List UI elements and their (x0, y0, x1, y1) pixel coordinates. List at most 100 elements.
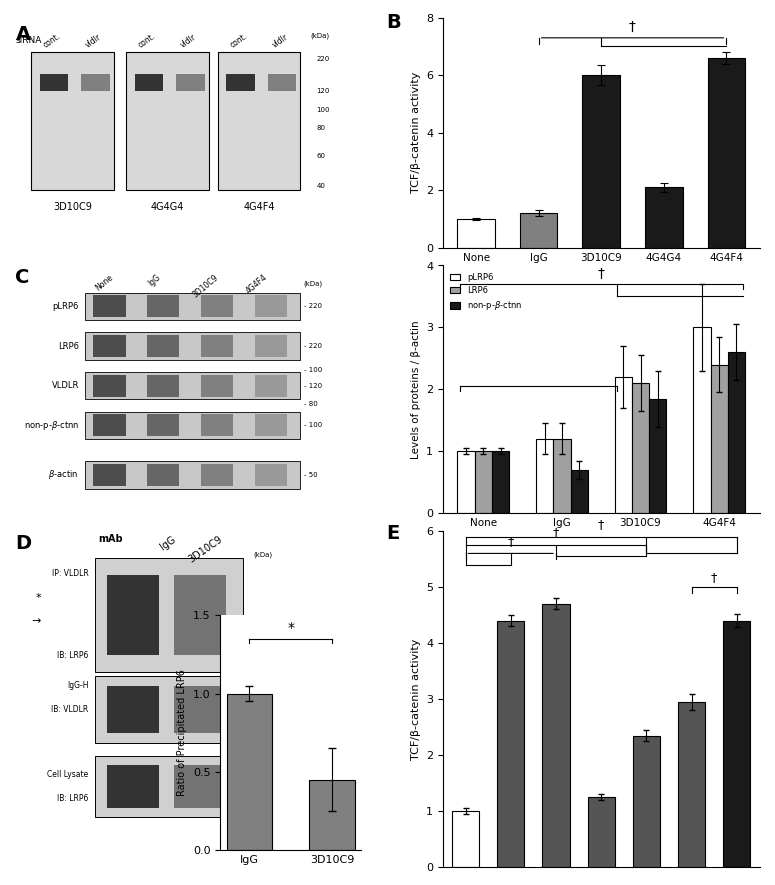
FancyBboxPatch shape (106, 766, 159, 808)
Text: $\beta$-actin: $\beta$-actin (49, 468, 79, 481)
Bar (474, 451, 492, 513)
Bar (728, 352, 745, 513)
Text: - 50: - 50 (304, 472, 317, 478)
FancyBboxPatch shape (81, 74, 109, 91)
Text: B: B (386, 13, 401, 32)
Text: E: E (386, 524, 399, 543)
FancyBboxPatch shape (95, 757, 243, 817)
FancyBboxPatch shape (201, 335, 233, 357)
FancyBboxPatch shape (85, 293, 301, 320)
Bar (498, 620, 525, 867)
FancyBboxPatch shape (93, 296, 126, 318)
Bar (615, 377, 632, 513)
Bar (723, 620, 750, 867)
FancyBboxPatch shape (255, 414, 287, 436)
Text: →: → (32, 616, 41, 626)
Bar (587, 797, 615, 867)
FancyBboxPatch shape (255, 464, 287, 486)
Text: 4G4G4: 4G4G4 (151, 202, 184, 212)
Text: - 120: - 120 (246, 664, 265, 670)
FancyBboxPatch shape (85, 461, 301, 489)
FancyBboxPatch shape (176, 74, 205, 91)
Bar (678, 702, 705, 867)
Text: - 100: - 100 (246, 733, 265, 739)
Text: - 100: - 100 (304, 422, 322, 428)
FancyBboxPatch shape (95, 558, 243, 673)
Text: (kDa): (kDa) (304, 281, 322, 287)
Text: IgG: IgG (158, 535, 177, 552)
FancyBboxPatch shape (93, 374, 126, 396)
Text: Cell Lysate: Cell Lysate (47, 770, 88, 779)
Y-axis label: Ratio of Precipitated LRP6: Ratio of Precipitated LRP6 (177, 669, 188, 797)
Text: - 100: - 100 (304, 366, 322, 373)
FancyBboxPatch shape (255, 374, 287, 396)
Bar (553, 439, 570, 513)
Text: siRNA: siRNA (16, 36, 42, 45)
Bar (708, 58, 745, 248)
Bar (542, 604, 570, 867)
FancyBboxPatch shape (147, 464, 179, 486)
FancyBboxPatch shape (93, 414, 126, 436)
Bar (226, 694, 272, 850)
Text: 4G4F4: 4G4F4 (243, 273, 268, 296)
Bar (536, 439, 553, 513)
Text: D: D (16, 535, 32, 553)
Bar (711, 365, 728, 513)
FancyBboxPatch shape (201, 374, 233, 396)
FancyBboxPatch shape (255, 296, 287, 318)
FancyBboxPatch shape (218, 52, 301, 190)
Text: vldlr: vldlr (178, 33, 198, 50)
Y-axis label: TCF/β-catenin activity: TCF/β-catenin activity (411, 638, 421, 760)
Text: †: † (553, 527, 559, 540)
FancyBboxPatch shape (174, 575, 226, 655)
Text: - 220: - 220 (304, 304, 322, 310)
Text: cont.: cont. (136, 32, 157, 50)
Legend: pLRP6, LRP6, non-p-$\beta$-ctnn: pLRP6, LRP6, non-p-$\beta$-ctnn (447, 270, 525, 316)
FancyBboxPatch shape (255, 335, 287, 357)
Text: 80: 80 (316, 125, 326, 131)
Bar (633, 735, 660, 867)
Text: cont.: cont. (42, 32, 62, 50)
Text: 3D10C9: 3D10C9 (191, 273, 220, 299)
Text: IB: VLDLR: IB: VLDLR (51, 704, 88, 713)
Text: *: * (35, 593, 41, 603)
FancyBboxPatch shape (135, 74, 164, 91)
Bar (492, 451, 509, 513)
Text: 3D10C9: 3D10C9 (53, 202, 92, 212)
Text: vldlr: vldlr (270, 33, 289, 50)
FancyBboxPatch shape (267, 74, 296, 91)
Bar (452, 812, 479, 867)
Bar (645, 188, 683, 248)
Text: cont.: cont. (229, 32, 249, 50)
FancyBboxPatch shape (201, 464, 233, 486)
Bar (632, 383, 649, 513)
Text: IB: LRP6: IB: LRP6 (57, 794, 88, 804)
FancyBboxPatch shape (174, 766, 226, 808)
Text: non-p-$\beta$-ctnn: non-p-$\beta$-ctnn (23, 419, 79, 432)
Text: 220: 220 (316, 56, 329, 62)
Text: 100: 100 (316, 107, 330, 112)
FancyBboxPatch shape (93, 335, 126, 357)
Text: IgG: IgG (147, 273, 163, 289)
Text: - 220: - 220 (246, 618, 264, 624)
FancyBboxPatch shape (147, 414, 179, 436)
Text: - 80: - 80 (304, 401, 317, 407)
Text: None: None (94, 273, 115, 293)
Text: A: A (16, 25, 31, 43)
Text: - 120: - 120 (304, 382, 322, 389)
Text: pLRP6: pLRP6 (53, 302, 79, 311)
Text: †: † (711, 571, 718, 584)
Y-axis label: Levels of proteins / β-actin: Levels of proteins / β-actin (411, 320, 421, 458)
FancyBboxPatch shape (85, 412, 301, 439)
Text: (kDa): (kDa) (310, 33, 329, 39)
Y-axis label: TCF/β-catenin activity: TCF/β-catenin activity (411, 72, 421, 194)
FancyBboxPatch shape (106, 575, 159, 655)
Text: VLDLR: VLDLR (51, 381, 79, 390)
FancyBboxPatch shape (31, 52, 114, 190)
Bar (457, 219, 494, 248)
Text: IP: VLDLR: IP: VLDLR (52, 569, 88, 578)
Bar (570, 470, 587, 513)
Text: †: † (508, 535, 514, 548)
FancyBboxPatch shape (147, 296, 179, 318)
Bar (583, 75, 620, 248)
